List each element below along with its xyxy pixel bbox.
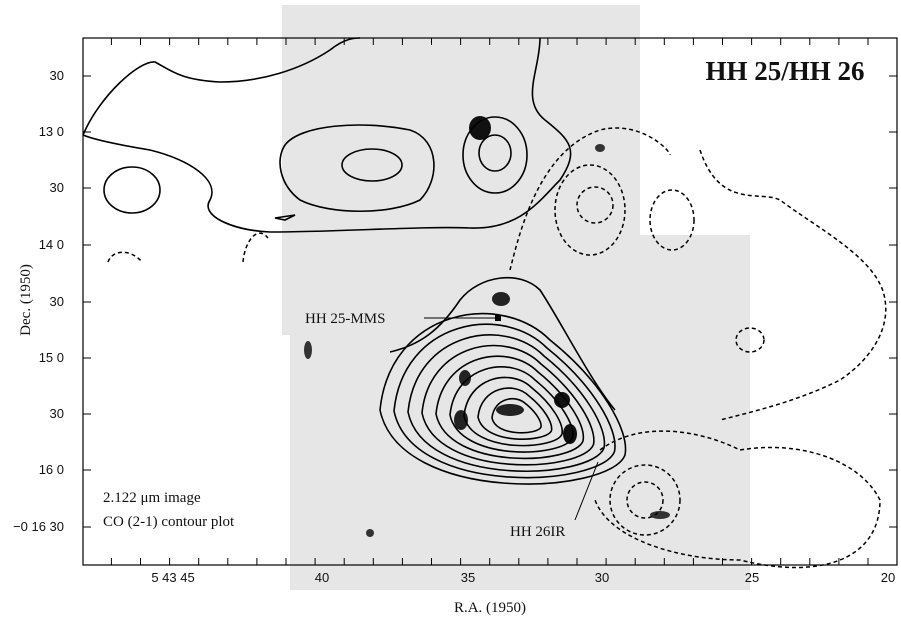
y-tick-label: 30 (50, 68, 64, 83)
figure-title: HH 25/HH 26 (705, 56, 864, 86)
y-tick-label: 30 (50, 180, 64, 195)
y-tick-label: 30 (50, 406, 64, 421)
annotation: HH 26IR (510, 524, 565, 540)
y-axis-label: Dec. (1950) (18, 264, 34, 336)
annotation-marker (495, 315, 501, 321)
x-tick-label: 30 (595, 570, 609, 585)
figure: 5 43 45 40 35 30 25 20 30 13 0 30 14 0 30 15 0 30 16 … (0, 0, 901, 625)
y-tick-label: 13 0 (39, 124, 64, 139)
y-tick-label: −0 16 30 (13, 519, 64, 534)
y-tick-label: 30 (50, 294, 64, 309)
annotation: HH 25-MMS (305, 311, 385, 327)
y-tick-label: 15 0 (39, 350, 64, 365)
x-axis-label: R.A. (1950) (454, 600, 526, 616)
x-tick-label: 20 (881, 570, 895, 585)
x-tick-label: 25 (745, 570, 759, 585)
x-tick-label: 40 (315, 570, 329, 585)
y-tick-label: 16 0 (39, 462, 64, 477)
legend-text: 2.122 μm image (103, 490, 201, 506)
y-tick-label: 14 0 (39, 237, 64, 252)
x-tick-label: 35 (461, 570, 475, 585)
x-tick-label: 5 43 45 (151, 570, 194, 585)
legend-text: CO (2-1) contour plot (103, 514, 235, 530)
